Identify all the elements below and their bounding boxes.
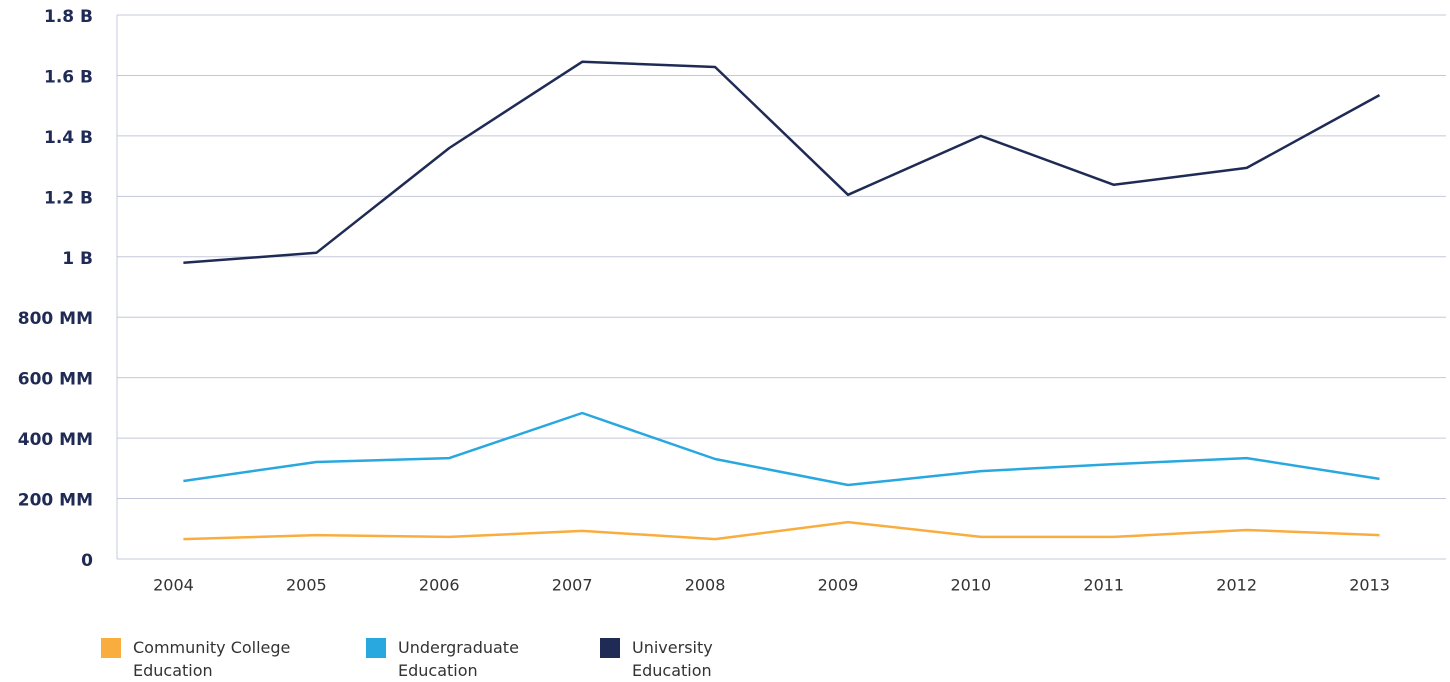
x-tick-label: 2004 xyxy=(153,576,194,595)
legend-swatch xyxy=(101,638,121,658)
y-tick-label: 200 MM xyxy=(18,491,93,511)
y-tick-label: 600 MM xyxy=(18,370,93,390)
y-tick-label: 1.4 B xyxy=(44,128,93,148)
x-tick-label: 2011 xyxy=(1083,576,1124,595)
y-tick-label: 0 xyxy=(81,551,93,571)
x-tick-label: 2008 xyxy=(685,576,726,595)
legend-label: Community College Education xyxy=(133,638,291,680)
series-line xyxy=(183,60,1381,265)
legend-label: Undergraduate Education xyxy=(398,638,519,680)
x-tick-label: 2013 xyxy=(1349,576,1390,595)
x-tick-label: 2010 xyxy=(950,576,991,595)
x-tick-label: 2005 xyxy=(286,576,327,595)
x-tick-label: 2007 xyxy=(552,576,593,595)
legend-swatch xyxy=(366,638,386,658)
x-tick-label: 2006 xyxy=(419,576,460,595)
legend-item: University Education xyxy=(600,636,772,682)
chart: 0 200 MM 400 MM 600 MM 800 MM 1 B 1.2 B 1.4 B 1.… xyxy=(18,7,1446,595)
series-line xyxy=(183,411,1380,487)
y-tick-label: 1 B xyxy=(62,249,93,269)
legend-item: Undergraduate Education xyxy=(366,636,538,682)
y-tick-label: 800 MM xyxy=(18,309,93,329)
x-tick-label: 2009 xyxy=(818,576,859,595)
legend-label: University Education xyxy=(632,638,713,680)
series-line xyxy=(183,520,1380,541)
x-tick-label: 2012 xyxy=(1216,576,1257,595)
y-tick-label: 1.6 B xyxy=(44,67,93,87)
y-tick-label: 400 MM xyxy=(18,430,93,450)
legend-item: Community College Education xyxy=(101,636,323,682)
legend-swatch xyxy=(600,638,620,658)
y-tick-label: 1.8 B xyxy=(44,7,93,27)
y-tick-label: 1.2 B xyxy=(44,188,93,208)
